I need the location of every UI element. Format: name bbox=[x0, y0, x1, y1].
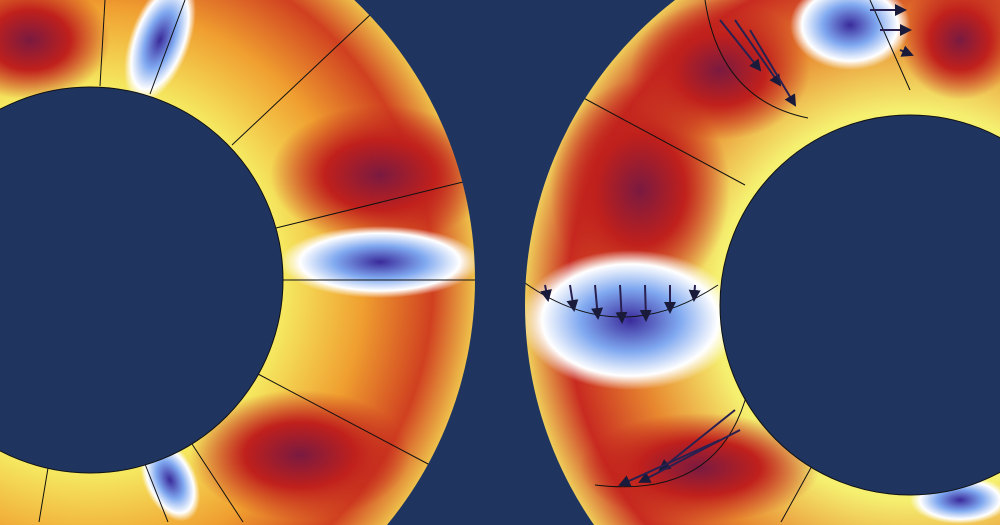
right-ring-inner-edge bbox=[719, 114, 1000, 496]
arrow-field-icon bbox=[540, 4, 914, 487]
